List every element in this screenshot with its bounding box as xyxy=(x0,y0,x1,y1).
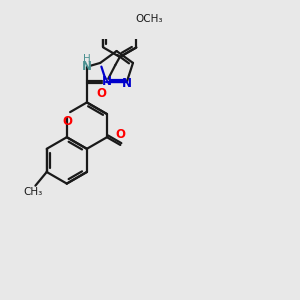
Text: N: N xyxy=(122,77,132,90)
Text: O: O xyxy=(115,128,125,141)
Text: N: N xyxy=(102,74,112,88)
Text: O: O xyxy=(97,87,107,100)
Text: OCH₃: OCH₃ xyxy=(136,14,164,24)
Text: H: H xyxy=(83,54,91,64)
Text: N: N xyxy=(82,60,92,73)
Text: O: O xyxy=(62,115,72,128)
Text: CH₃: CH₃ xyxy=(23,187,43,197)
